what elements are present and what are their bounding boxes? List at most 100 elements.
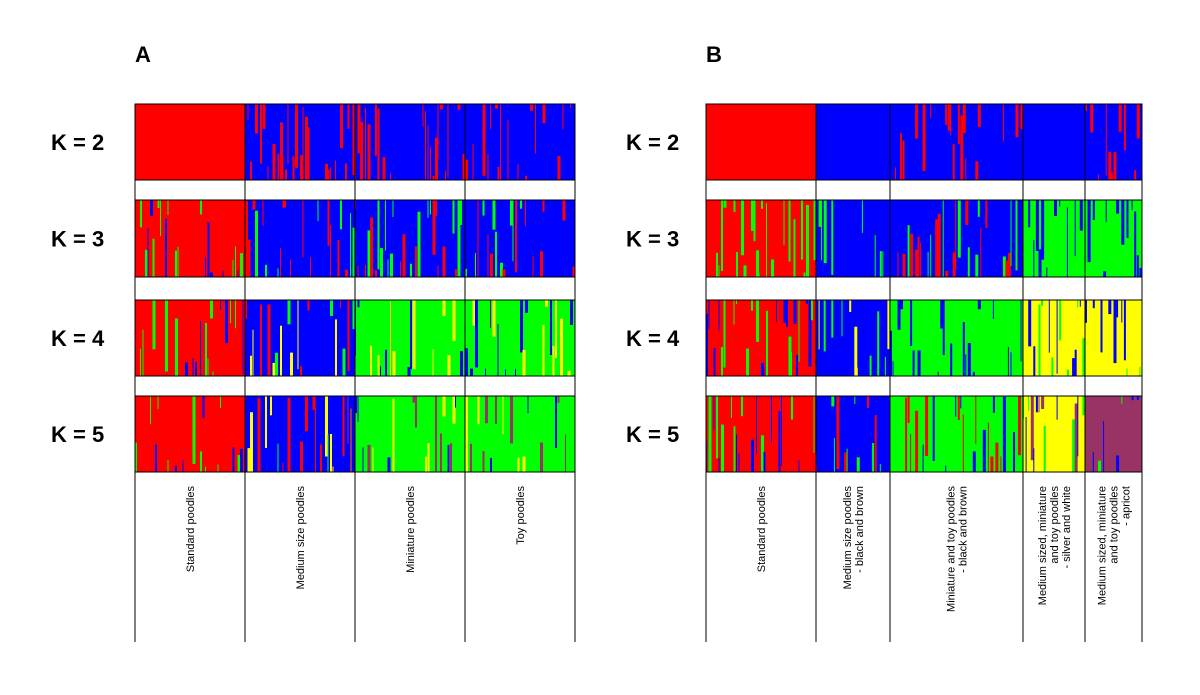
structure-bar-segment [482, 200, 485, 216]
structure-bar-segment [1000, 456, 1002, 472]
structure-bar-segment [1043, 425, 1046, 472]
structure-bar-segment [808, 300, 812, 367]
structure-bar-segment [1038, 249, 1042, 277]
structure-bar-segment [425, 456, 427, 472]
structure-bar-segment [962, 414, 964, 472]
structure-bar-segment [844, 452, 848, 472]
structure-bar-segment [942, 200, 944, 277]
structure-bar-segment [335, 319, 337, 376]
structure-bar-segment [771, 396, 772, 444]
structure-bar-segment [460, 200, 462, 225]
structure-bar-segment [157, 396, 159, 409]
structure-bar-segment [377, 108, 380, 180]
structure-bar-segment [872, 443, 875, 472]
structure-bar-segment [856, 457, 860, 472]
structure-bar-segment [781, 396, 782, 466]
structure-bar-segment [437, 265, 439, 277]
structure-bar-segment [910, 233, 914, 277]
structure-bar-segment [377, 355, 380, 376]
structure-bar-segment [849, 300, 852, 312]
structure-bar-segment [327, 434, 329, 472]
structure-bar-group [890, 300, 1023, 376]
structure-bar-segment [570, 300, 573, 325]
structure-bar-segment [502, 269, 506, 277]
structure-bar-segment [1116, 455, 1120, 472]
structure-bar-segment [542, 104, 546, 124]
structure-bar-segment [240, 448, 243, 472]
structure-bar-segment [562, 200, 566, 221]
panel-a: K = 2 K = 3 K = 4 K = 5 Standard poodles Medi… [51, 103, 576, 642]
structure-bar-segment [910, 434, 912, 472]
structure-bar-segment [365, 107, 366, 180]
structure-bar-segment [905, 397, 908, 472]
structure-bar-segment [492, 200, 496, 230]
structure-bar-segment [1066, 207, 1068, 277]
structure-bar-segment [937, 213, 941, 277]
panel-b: K = 2 K = 3 K = 4 K = 5 Standard poodles Medi… [626, 103, 1143, 642]
structure-bar-segment [302, 106, 304, 180]
structure-bar-segment [352, 104, 355, 175]
structure-bar-segment [500, 104, 501, 180]
structure-bar-segment [455, 269, 457, 277]
structure-bar-segment [920, 242, 922, 277]
structure-bar-segment [347, 104, 350, 129]
structure-bar-segment [1131, 200, 1133, 211]
structure-bar-segment [375, 270, 377, 277]
structure-bar-segment [232, 260, 234, 277]
structure-bar-segment [567, 370, 571, 376]
structure-bar-segment [287, 300, 291, 325]
structure-bar-segment [342, 348, 346, 376]
structure-bar-group [706, 200, 816, 277]
structure-bar-segment [1015, 200, 1018, 271]
structure-bar-segment [527, 396, 529, 413]
structure-bar-segment [1005, 260, 1009, 277]
structure-bar-segment [957, 396, 960, 420]
structure-bar-segment [305, 116, 308, 180]
structure-bar-segment [778, 411, 781, 472]
structure-bar-segment [1041, 300, 1044, 306]
structure-bar-segment [385, 200, 386, 251]
structure-bar-segment [232, 447, 235, 472]
structure-bar-segment [1136, 104, 1140, 139]
structure-bar-segment [884, 356, 886, 376]
structure-bar-segment [490, 300, 491, 328]
structure-bar-segment [370, 345, 372, 376]
structure-bar-segment [962, 104, 966, 134]
structure-bar-segment [352, 227, 355, 277]
structure-bar-segment [260, 304, 262, 376]
structure-bar-segment [210, 300, 213, 319]
structure-bar-segment [415, 396, 417, 428]
structure-bar-segment [327, 200, 330, 246]
structure-bar-segment [425, 110, 426, 180]
structure-bar-segment [761, 435, 764, 472]
structure-bar-segment [1002, 396, 1006, 472]
structure-bar-segment [733, 200, 736, 212]
structure-bar-segment [907, 225, 910, 277]
group-label: - black and brown [958, 486, 970, 573]
structure-bar-segment [452, 396, 456, 424]
structure-bar-segment [440, 104, 443, 110]
structure-bar-segment [922, 444, 924, 472]
structure-bar-segment [1103, 420, 1105, 472]
structure-bar-segment [1066, 369, 1069, 376]
structure-bar-segment [1059, 300, 1062, 341]
structure-bar-segment [713, 396, 715, 430]
structure-bar-segment [550, 300, 552, 355]
structure-bar-segment [447, 104, 449, 178]
structure-bar-segment [975, 161, 979, 180]
structure-bar-segment [1092, 300, 1095, 309]
structure-bar-segment [515, 368, 516, 376]
group-label: - black and brown [854, 486, 866, 573]
structure-bar-segment [572, 266, 576, 277]
structure-bar-segment [925, 396, 929, 456]
structure-bar-segment [965, 200, 969, 226]
structure-bar-segment [497, 323, 499, 376]
structure-bar-segment [982, 429, 986, 472]
structure-bar-segment [788, 336, 792, 376]
structure-bar-segment [207, 222, 210, 277]
structure-bar-segment [250, 355, 252, 376]
group-label: - silver and white [1061, 486, 1073, 569]
structure-bar-segment [995, 442, 999, 472]
structure-bar-segment [152, 300, 156, 350]
structure-bar-segment [945, 465, 947, 472]
